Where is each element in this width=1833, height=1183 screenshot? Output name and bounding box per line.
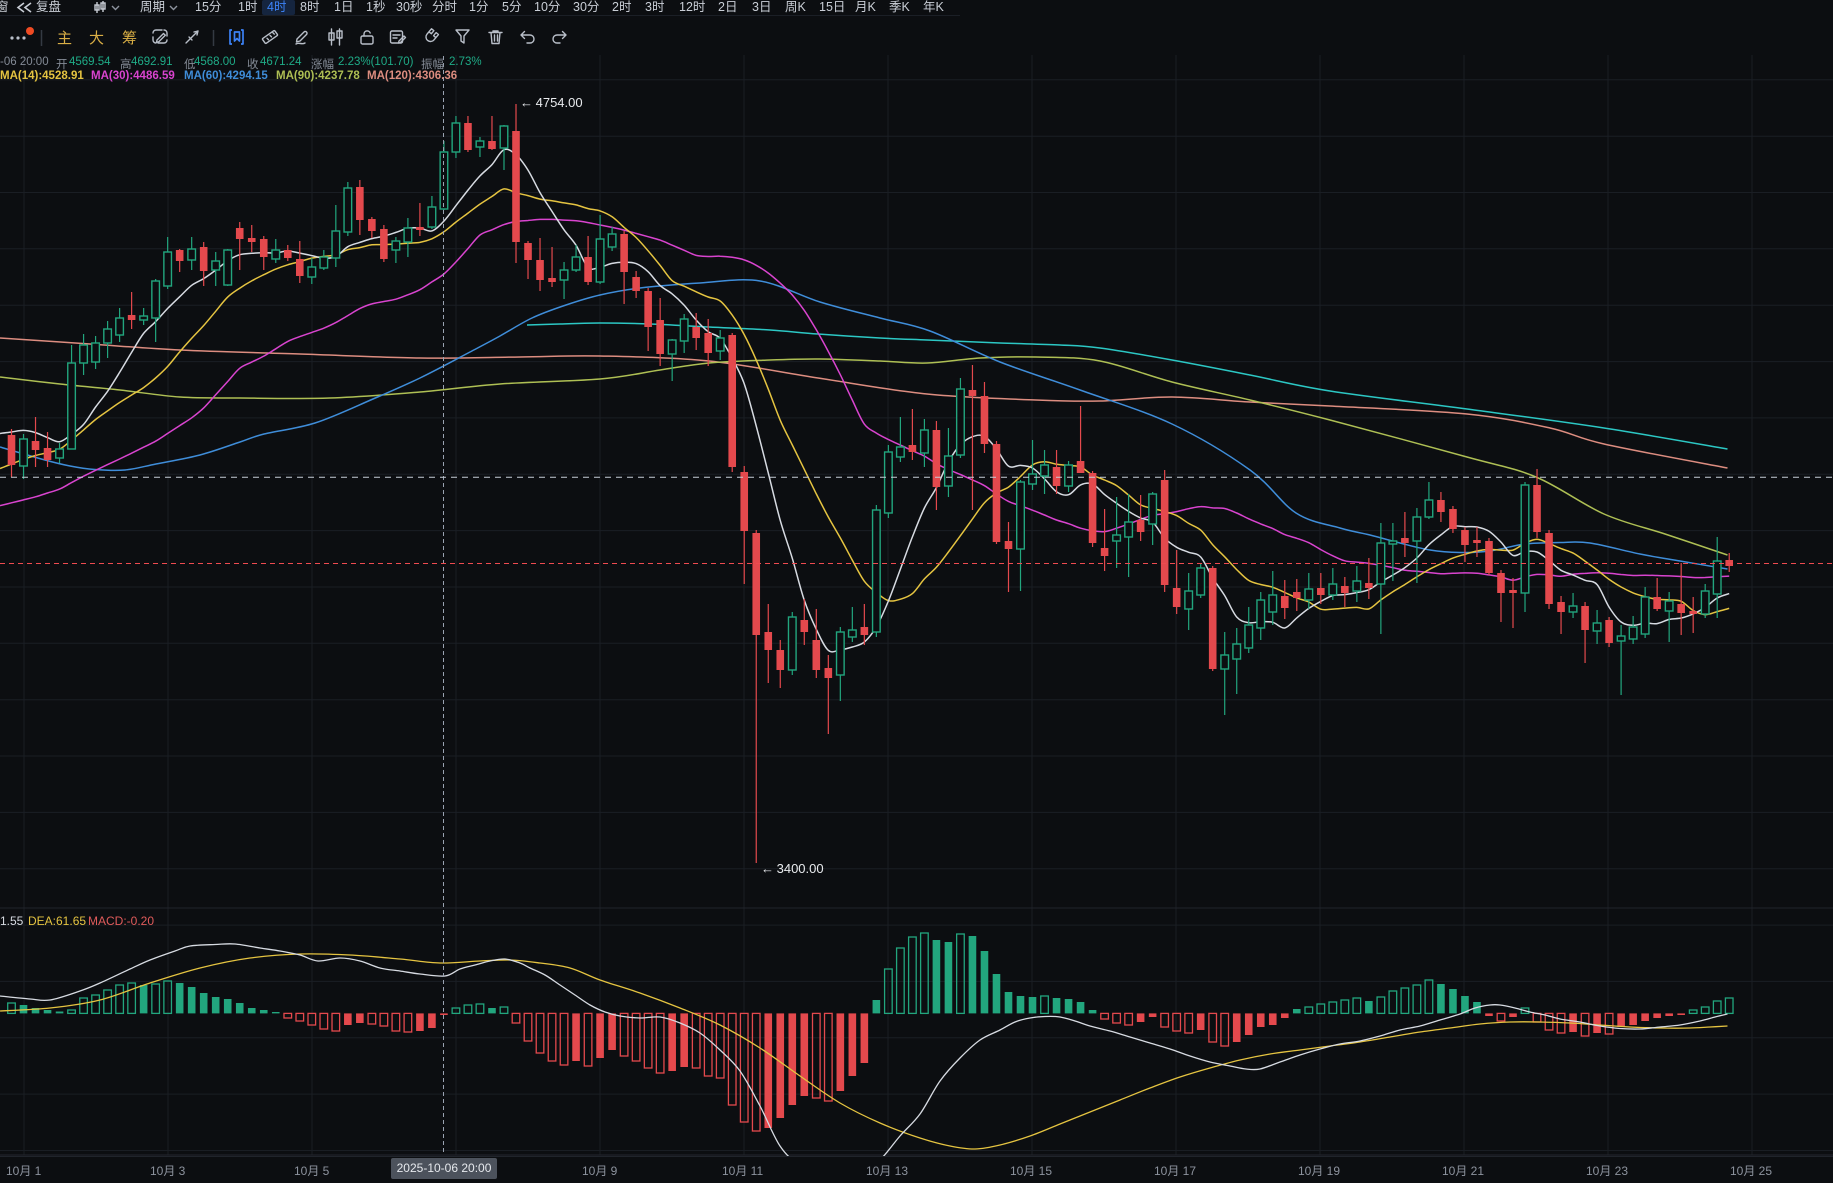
svg-text:1日: 1日 bbox=[334, 0, 353, 14]
svg-text:1分: 1分 bbox=[469, 0, 488, 14]
svg-text:← 3400.00: ← 3400.00 bbox=[761, 861, 824, 876]
svg-text:3时: 3时 bbox=[645, 0, 665, 14]
svg-text:分时: 分时 bbox=[432, 0, 458, 14]
svg-text:15分: 15分 bbox=[195, 0, 221, 14]
svg-text:← 4754.00: ← 4754.00 bbox=[520, 95, 583, 110]
svg-text:大: 大 bbox=[89, 30, 104, 47]
svg-text:周期: 周期 bbox=[140, 0, 165, 14]
svg-text:12时: 12时 bbox=[679, 0, 706, 14]
svg-text:3日: 3日 bbox=[752, 0, 771, 14]
svg-text:4时: 4时 bbox=[267, 0, 287, 14]
svg-text:8时: 8时 bbox=[300, 0, 320, 14]
svg-text:30秒: 30秒 bbox=[396, 0, 422, 14]
svg-text:1秒: 1秒 bbox=[366, 0, 385, 14]
svg-text:筹: 筹 bbox=[122, 30, 137, 47]
svg-text:10分: 10分 bbox=[534, 0, 560, 14]
svg-text:主: 主 bbox=[57, 30, 72, 47]
svg-text:1时: 1时 bbox=[238, 0, 258, 14]
svg-text:月K: 月K bbox=[855, 0, 877, 14]
svg-text:2日: 2日 bbox=[718, 0, 737, 14]
svg-text:周K: 周K bbox=[785, 0, 807, 14]
svg-text:年K: 年K bbox=[923, 0, 945, 14]
svg-text:2时: 2时 bbox=[612, 0, 632, 14]
svg-text:30分: 30分 bbox=[573, 0, 599, 14]
svg-text:窗: 窗 bbox=[0, 0, 9, 14]
svg-text:15日: 15日 bbox=[819, 0, 845, 14]
svg-text:复盘: 复盘 bbox=[36, 0, 61, 14]
svg-text:季K: 季K bbox=[889, 0, 911, 14]
svg-text:5分: 5分 bbox=[502, 0, 521, 14]
